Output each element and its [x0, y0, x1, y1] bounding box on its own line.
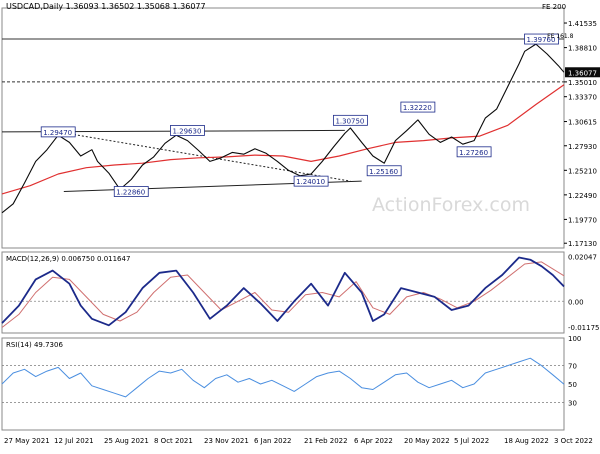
price-label-box	[113, 186, 149, 197]
x-axis-label: 8 Oct 2021	[154, 437, 193, 445]
macd-signal-line	[1, 261, 565, 328]
rsi-y-tick-label: 70	[568, 363, 577, 371]
x-axis-label: 25 Aug 2021	[104, 437, 149, 445]
price-label-box	[170, 125, 205, 136]
price-label-box	[333, 114, 368, 126]
x-axis-label: 18 Aug 2022	[504, 437, 549, 445]
price-label: 1.29470	[43, 129, 72, 137]
price-label: 1.22860	[116, 189, 145, 197]
rsi-y-tick-label: 30	[568, 399, 577, 407]
price-y-tick-label: 1.35010	[568, 79, 597, 87]
price-label-box	[366, 165, 402, 177]
rsi-title: RSI(14) 49.7306	[6, 341, 63, 349]
macd-line	[1, 256, 565, 327]
price-y-tick-label: 1.33370	[568, 94, 597, 102]
price-label-box	[456, 146, 492, 158]
fe-200-label: FE 200	[542, 3, 566, 11]
price-label: 1.24010	[296, 178, 325, 186]
price-y-tick-label: 1.27930	[568, 143, 597, 151]
macd-y-tick-label: 0.00	[568, 298, 584, 306]
price-y-tick-label: 1.19770	[568, 216, 597, 224]
x-axis-label: 23 Nov 2021	[204, 437, 249, 445]
x-axis-label: 20 May 2022	[404, 437, 450, 445]
price-y-tick-label: 1.22490	[568, 192, 597, 200]
fe-161-label: FE 161.8	[547, 33, 574, 40]
x-axis-label: 12 Jul 2021	[54, 437, 94, 445]
macd-y-tick-label: -0.011751	[568, 324, 600, 332]
price-label: 1.27260	[459, 149, 488, 157]
x-axis-label: 5 Jul 2022	[454, 437, 489, 445]
watermark: ActionForex.com	[372, 194, 530, 216]
price-label: 1.39760	[527, 36, 556, 44]
price-y-tick-label: 1.25210	[568, 167, 597, 175]
x-axis-label: 6 Jan 2022	[254, 437, 292, 445]
rsi-y-tick-label: 50	[568, 381, 577, 389]
rsi-line	[1, 357, 565, 398]
price-panel-frame	[1, 7, 565, 249]
price-y-tick-label: 1.30615	[568, 119, 597, 127]
price-y-tick-label: 1.38810	[568, 45, 597, 53]
rsi-panel-frame	[1, 337, 565, 431]
price-label: 1.32220	[403, 104, 432, 112]
macd-title: MACD(12,26,9) 0.006750 0.011647	[6, 255, 130, 263]
chart-header: USDCAD,Daily 1.36093 1.36502 1.35068 1.3…	[6, 2, 206, 11]
x-axis-label: 21 Feb 2022	[304, 437, 348, 445]
price-y-tick-label: 1.41535	[568, 20, 597, 28]
price-label-box	[400, 101, 436, 113]
macd-panel-frame	[1, 251, 565, 334]
moving-average-line	[1, 84, 565, 195]
price-label-box	[524, 33, 559, 45]
price-label-box	[293, 175, 329, 187]
price-label: 1.30750	[335, 117, 364, 125]
x-axis-label: 3 Oct 2022	[554, 437, 593, 445]
x-axis-label: 27 May 2021	[4, 437, 50, 445]
price-label-box	[40, 126, 76, 138]
macd-y-tick-label: 0.02047	[568, 253, 597, 261]
price-y-tick-label: 1.17130	[568, 240, 597, 248]
price-label: 1.29630	[172, 127, 201, 135]
current-price-badge	[565, 67, 600, 78]
x-axis-label: 6 Apr 2022	[354, 437, 393, 445]
rsi-y-tick-label: 100	[568, 335, 581, 343]
current-price-label: 1.36077	[568, 69, 597, 77]
price-label: 1.25160	[369, 168, 398, 176]
price-line	[1, 43, 565, 214]
